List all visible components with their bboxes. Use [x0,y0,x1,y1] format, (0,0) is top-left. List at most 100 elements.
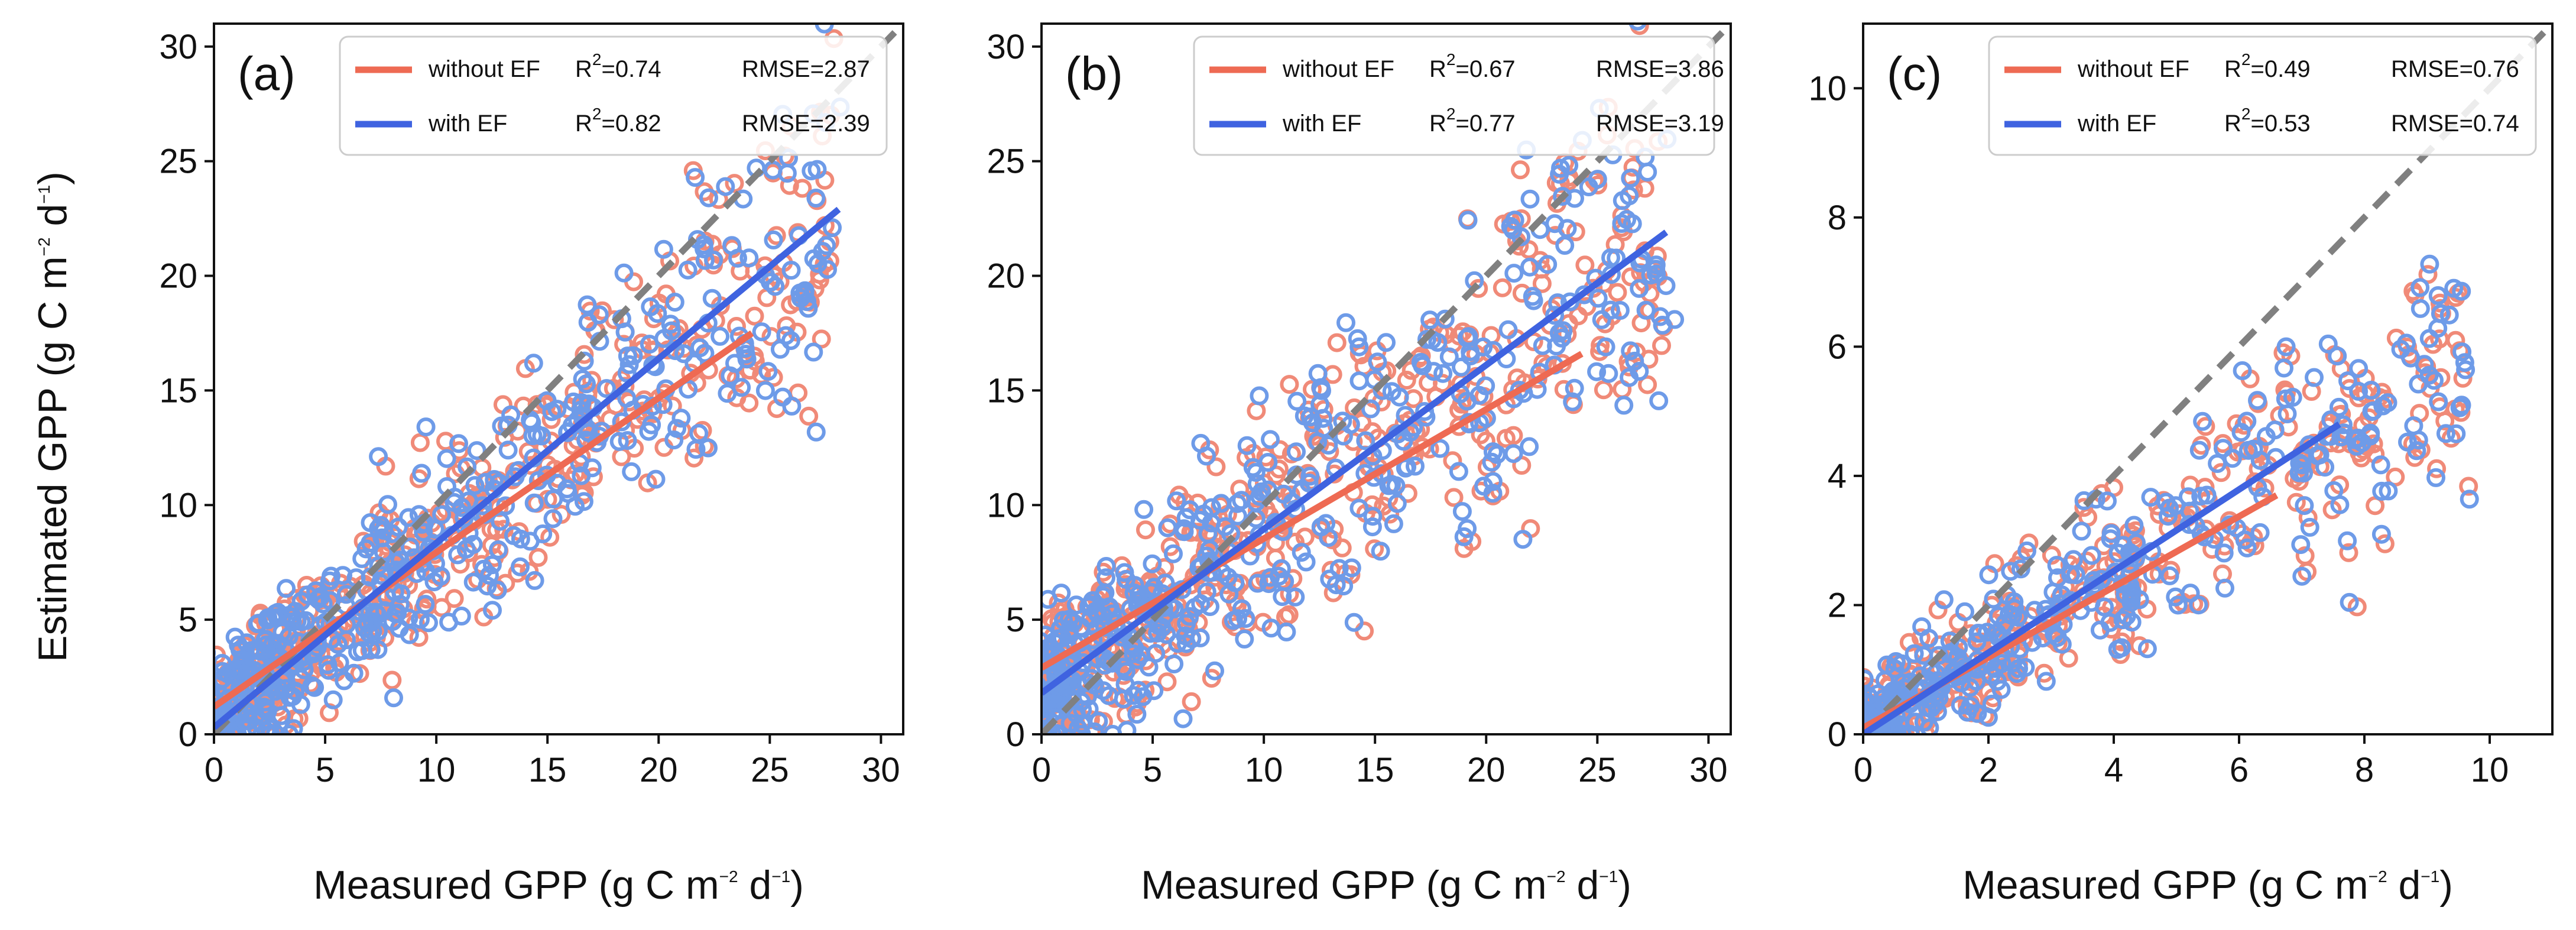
x-tick-label: 2 [1979,751,1998,789]
point-without-ef [2042,546,2061,565]
point-with-ef [1349,371,1369,391]
point-with-ef [1089,712,1108,731]
point-without-ef [2418,265,2438,284]
point-with-ef [1630,278,1649,298]
y-axis-label-sup1: −2 [35,237,53,256]
point-with-ef [1046,694,1065,713]
point-with-ef [465,476,485,495]
point-with-ef [1433,364,1453,383]
point-with-ef [2371,455,2390,475]
point-with-ef [2098,491,2117,511]
point-with-ef [247,639,267,659]
point-without-ef [780,176,799,195]
point-with-ef [806,189,826,208]
point-with-ef [320,571,339,591]
point-without-ef [727,317,746,336]
y-tick-label: 5 [1006,601,1025,639]
point-with-ef [1560,292,1579,312]
point-with-ef [2398,432,2417,452]
point-without-ef [1504,426,1523,445]
point-with-ef [689,424,709,443]
point-with-ef [2011,559,2030,579]
point-with-ef [1143,554,1162,573]
panel-b-legend-entry-without-ef: without EF R2=0.67 RMSE=3.86 [1282,50,1724,82]
one-to-one-line [214,24,903,734]
point-with-ef [1967,632,1987,652]
point-with-ef [758,362,778,381]
panel-b-label: (b) [1065,47,1123,100]
point-with-ef [1970,624,1990,643]
point-with-ef [1649,391,1669,410]
point-with-ef [1336,313,1355,332]
point-with-ef [2047,556,2066,575]
point-with-ef [1287,391,1307,411]
point-with-ef [547,400,567,419]
panel-a-frame [213,22,904,735]
panel-c-legend-entry-with-ef: with EF R2=0.53 RMSE=0.74 [2077,105,2519,137]
point-with-ef [1984,589,2003,609]
point-with-ef [2193,411,2212,431]
point-with-ef [2292,455,2312,475]
point-with-ef [386,552,405,572]
point-with-ef [2292,566,2312,586]
point-with-ef [231,660,251,680]
point-with-ef [1505,210,1524,230]
point-with-ef [1349,498,1369,518]
x-axis-label-close: ) [1618,863,1631,908]
legend-r2-sup: 2 [2241,50,2251,69]
point-with-ef [1520,437,1539,456]
point-without-ef [2435,411,2455,430]
point-with-ef [764,230,783,249]
point-with-ef [1250,386,1269,406]
point-without-ef [1327,333,1347,352]
legend-r2-value: =0.74 [601,56,661,82]
x-tick-label: 15 [528,751,567,789]
point-with-ef [618,431,637,451]
legend-name: without EF [1282,56,1394,82]
point-with-ef [1382,475,1401,494]
point-with-ef [1052,584,1071,603]
point-with-ef [665,293,684,312]
point-without-ef [1511,160,1530,180]
point-with-ef [2371,524,2391,544]
point-without-ef [2195,478,2215,497]
point-with-ef [1533,336,1552,355]
point-with-ef [2428,319,2448,338]
panel-b: 0 5 10 15 20 25 30 0 5 10 15 20 25 30 (b) without EF R… [987,22,1732,908]
point-with-ef [1555,236,1575,255]
point-with-ef [1066,595,1086,615]
point-with-ef [1559,155,1579,175]
point-with-ef [2460,490,2479,509]
point-with-ef [619,355,639,374]
x-axis-label-text2: d [1566,863,1600,908]
panel-c-points [1863,254,2479,734]
point-with-ef [582,458,602,478]
panel-a-ticks: 0 5 10 15 20 25 30 0 5 10 15 20 25 30 [159,28,900,789]
point-without-ef [663,396,682,416]
point-with-ef [1025,688,1040,703]
y-tick-label: 8 [1828,199,1847,237]
point-with-ef [690,338,709,358]
legend-rmse: RMSE=0.74 [2391,111,2519,137]
point-with-ef [1127,705,1147,724]
point-with-ef [1180,500,1199,520]
panel-b-legend: without EF R2=0.67 RMSE=3.86 with EF R2=0.7… [1193,35,1724,156]
y-tick-label: 25 [159,142,197,181]
point-with-ef [2410,299,2430,318]
legend-r2-symbol: R [2224,56,2241,82]
point-with-ef [491,511,510,531]
point-with-ef [2428,286,2448,305]
point-with-ef [1900,725,1920,734]
point-with-ef [478,576,497,596]
point-with-ef [543,509,563,529]
y-tick-label: 5 [179,601,197,639]
point-with-ef [369,519,388,539]
point-with-ef [525,571,544,590]
point-with-ef [679,380,698,399]
point-with-ef [1384,514,1403,533]
y-tick-label: 15 [159,371,197,410]
point-with-ef [400,537,420,557]
point-with-ef [459,491,479,511]
point-with-ef [2141,488,2160,507]
point-with-ef [416,417,436,437]
